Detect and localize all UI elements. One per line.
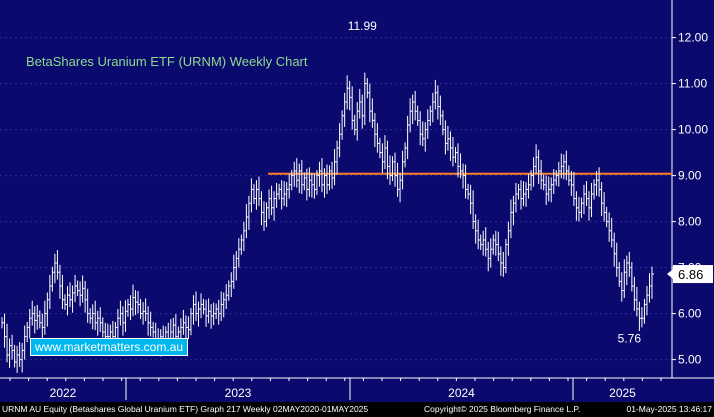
bloomberg-footer: URNM AU Equity (Betashares Global Uraniu… <box>0 402 714 417</box>
y-tick-label: 8.00 <box>678 215 702 229</box>
last-price-pointer <box>667 269 673 280</box>
footer-copyright: Copyright© 2025 Bloomberg Finance L.P. <box>424 404 581 414</box>
y-tick-label: 9.00 <box>678 169 702 183</box>
price-annotation: 5.76 <box>618 332 642 346</box>
chart-title: BetaShares Uranium ETF (URNM) Weekly Cha… <box>26 54 308 69</box>
x-year-label: 2022 <box>50 386 77 400</box>
x-year-label: 2024 <box>448 386 475 400</box>
footer-security-info: URNM AU Equity (Betashares Global Uraniu… <box>2 404 369 414</box>
price-chart: 5.006.007.008.009.0010.0011.0012.0020222… <box>0 0 714 400</box>
y-tick-label: 6.00 <box>678 307 702 321</box>
y-tick-label: 11.00 <box>678 77 707 91</box>
price-annotation: 11.99 <box>348 19 377 33</box>
website-label: www.marketmatters.com.au <box>30 338 189 356</box>
y-tick-label: 10.00 <box>678 123 708 137</box>
footer-timestamp: 01-May-2025 13:46:17 <box>626 404 712 414</box>
x-year-label: 2025 <box>609 386 636 400</box>
y-tick-label: 12.00 <box>678 31 708 45</box>
x-year-label: 2023 <box>225 386 252 400</box>
y-tick-label: 5.00 <box>678 353 702 367</box>
last-price-label: 6.86 <box>678 267 703 282</box>
last-price-box <box>673 265 713 284</box>
